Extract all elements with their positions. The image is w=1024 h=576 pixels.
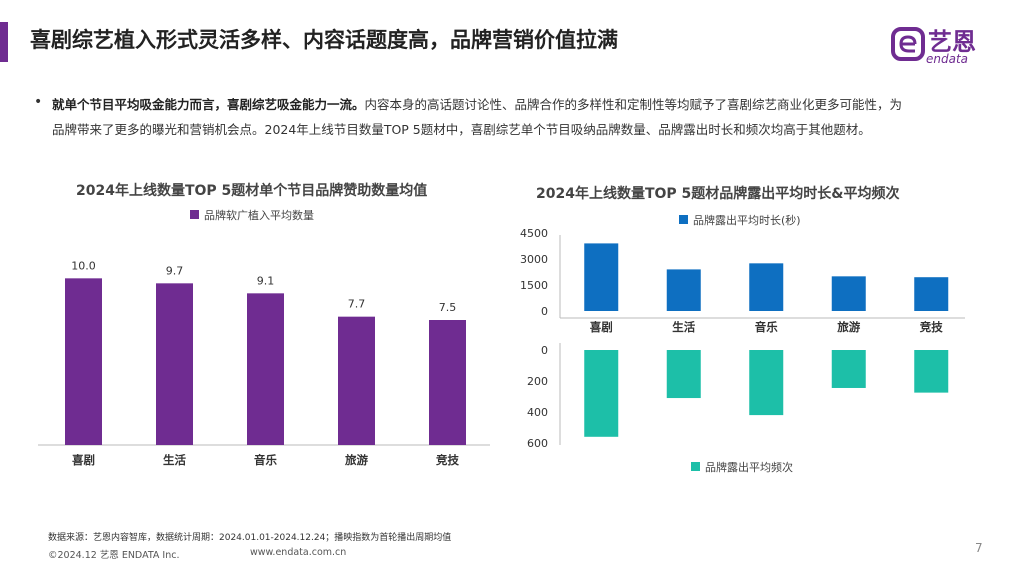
chart-2-legend-label-frequency: 品牌露出平均频次 xyxy=(705,460,793,474)
chart-2-top-tick-0: 4500 xyxy=(520,227,548,240)
chart-2-frequency-bar-2 xyxy=(749,350,784,416)
chart-2-bottom-tick-1: 200 xyxy=(527,375,548,388)
chart-2-category-label-2: 音乐 xyxy=(755,320,778,334)
chart-1-bar-4 xyxy=(429,320,466,445)
chart-2-frequency-bar-3 xyxy=(831,350,866,388)
chart-2-duration-bar-4 xyxy=(914,277,949,311)
chart-2-svg: 品牌露出平均时长(秒) 品牌露出平均频次 4500 3000 1500 0 0 200 40… xyxy=(520,213,965,474)
summary-rest: 内容本身的高话题讨论性、品牌合作的多样性和定制性等均赋予了喜剧综艺商业化更多可能… xyxy=(52,97,903,137)
chart-2-duration-bar-0 xyxy=(584,243,619,311)
chart-1-category-label-3: 旅游 xyxy=(345,453,368,467)
chart-2-duration-bar-3 xyxy=(831,276,866,311)
chart-2-bottom-tick-3: 600 xyxy=(527,437,548,450)
chart-1-bar-0 xyxy=(65,278,102,445)
chart-1-data-label-1: 9.7 xyxy=(166,264,184,277)
logo-text-en: endata xyxy=(926,52,969,66)
chart-1-bar-3 xyxy=(338,316,375,445)
chart-1-svg: 品牌软广植入平均数量 10.0 喜剧 9.7 生活 9.1 音乐 7.7 旅游 7.5 竞技 xyxy=(38,208,490,467)
chart-1-category-label-2: 音乐 xyxy=(254,453,277,467)
chart-1-data-label-4: 7.5 xyxy=(439,301,457,314)
endata-logo-icon xyxy=(891,27,925,61)
chart-1-category-label-0: 喜剧 xyxy=(72,453,95,467)
chart-2-top-tick-2: 1500 xyxy=(520,279,548,292)
chart-2-bottom-tick-2: 400 xyxy=(527,406,548,419)
chart-1-title: 2024年上线数量TOP 5题材单个节目品牌赞助数量均值 xyxy=(76,183,428,199)
chart-2-bottom-tick-0: 0 xyxy=(541,344,548,357)
footer-source: 数据来源：艺恩内容智库，数据统计周期：2024.01.01-2024.12.24… xyxy=(48,533,452,543)
chart-2-legend-swatch-duration xyxy=(679,215,688,224)
chart-1-bar-1 xyxy=(156,283,193,445)
chart-2-legend-swatch-frequency xyxy=(691,462,700,471)
chart-2-top-tick-3: 0 xyxy=(541,305,548,318)
chart-2-category-label-0: 喜剧 xyxy=(590,320,613,334)
chart-2-category-label-3: 旅游 xyxy=(837,320,860,334)
chart-2-title: 2024年上线数量TOP 5题材品牌露出平均时长&平均频次 xyxy=(536,186,900,202)
chart-1-data-label-0: 10.0 xyxy=(71,259,96,272)
chart-1-legend-label: 品牌软广植入平均数量 xyxy=(204,208,314,222)
chart-2-frequency-bar-1 xyxy=(666,350,701,399)
title-accent-bar xyxy=(0,22,8,62)
summary-paragraph: 就单个节目平均吸金能力而言，喜剧综艺吸金能力一流。内容本身的高话题讨论性、品牌合… xyxy=(52,92,912,142)
chart-1-category-label-4: 竞技 xyxy=(436,453,459,467)
chart-1-category-label-1: 生活 xyxy=(163,453,186,467)
chart-2-top-tick-1: 3000 xyxy=(520,253,548,266)
logo-text-cn: 艺恩 xyxy=(928,28,976,56)
summary-bold: 就单个节目平均吸金能力而言，喜剧综艺吸金能力一流。 xyxy=(52,97,365,112)
footer-copyright: ©2024.12 艺恩 ENDATA Inc. xyxy=(48,550,180,561)
chart-2-category-label-4: 竞技 xyxy=(920,320,943,334)
chart-2-duration-bar-2 xyxy=(749,263,784,311)
chart-1-legend-swatch xyxy=(190,210,199,219)
page-number: 7 xyxy=(975,541,983,555)
page-title: 喜剧综艺植入形式灵活多样、内容话题度高，品牌营销价值拉满 xyxy=(30,28,618,52)
chart-1-bar-2 xyxy=(247,293,284,445)
bullet-icon: • xyxy=(34,94,43,110)
chart-1-data-label-2: 9.1 xyxy=(257,274,275,287)
chart-1-data-label-3: 7.7 xyxy=(348,298,366,311)
chart-2-frequency-bar-0 xyxy=(584,350,619,437)
footer-url: www.endata.com.cn xyxy=(250,547,347,558)
chart-2-legend-label-duration: 品牌露出平均时长(秒) xyxy=(693,213,801,227)
endata-logo: 艺恩 endata xyxy=(890,22,1000,72)
chart-2-frequency-bar-4 xyxy=(914,350,949,393)
chart-2-category-label-1: 生活 xyxy=(672,320,695,334)
chart-2-duration-bar-1 xyxy=(666,269,701,311)
